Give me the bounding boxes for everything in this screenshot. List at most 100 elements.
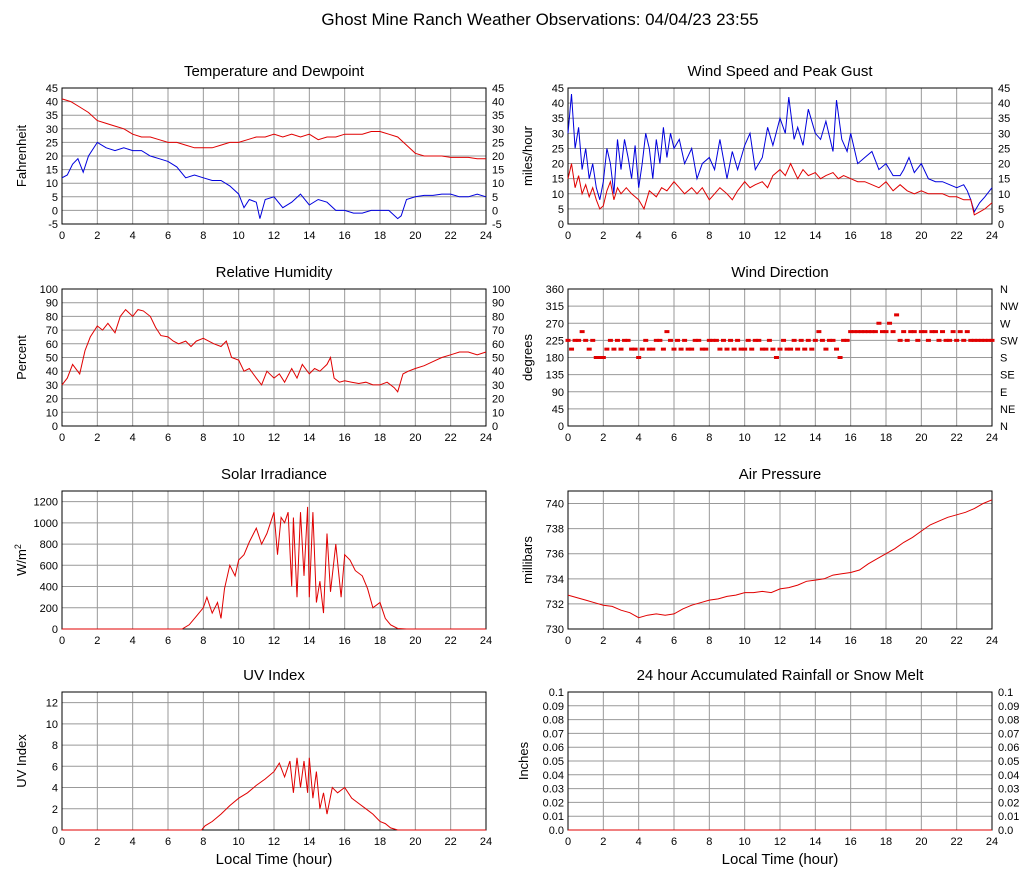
data-point	[848, 330, 854, 334]
data-point	[618, 347, 624, 351]
rain-chart: 0 2 4 6 8 10 12 14 16 18 20 22 240.0 0.00.01 0.010.02 0…	[516, 667, 1019, 868]
data-point	[869, 330, 875, 334]
data-point	[904, 338, 910, 342]
x-tick-label: 12	[774, 836, 786, 848]
y-tick-label: 35	[46, 110, 58, 122]
data-point	[579, 330, 585, 334]
data-point	[985, 338, 991, 342]
data-point	[826, 338, 832, 342]
x-tick-label: 12	[268, 635, 280, 647]
x-tick-label: 4	[636, 635, 642, 647]
data-point	[975, 338, 981, 342]
x-tick-label: 12	[268, 230, 280, 242]
data-point	[713, 338, 719, 342]
data-point	[678, 347, 684, 351]
data-point	[950, 330, 956, 334]
x-tick-label: 16	[339, 635, 351, 647]
x-tick-label: 18	[880, 230, 892, 242]
data-point	[851, 330, 857, 334]
x-tick-label: 0	[59, 635, 65, 647]
x-tick-label: 24	[986, 432, 998, 444]
y-tick-label: 135	[546, 370, 564, 382]
data-point	[894, 313, 900, 317]
y-tick-label-right: -5	[492, 219, 502, 231]
y-tick-label-right: 45	[998, 83, 1010, 95]
data-point	[989, 338, 995, 342]
y-tick-label-right: 0.02	[998, 797, 1019, 809]
y-tick-label: 35	[552, 113, 564, 125]
data-point	[844, 338, 850, 342]
x-tick-label: 2	[600, 230, 606, 242]
x-tick-label: 22	[445, 230, 457, 242]
x-tick-label: 10	[739, 635, 751, 647]
chart-title: UV Index	[243, 667, 305, 684]
y-axis-label: Inches	[516, 741, 531, 780]
data-point	[766, 338, 772, 342]
data-point	[593, 356, 599, 359]
data-point	[600, 356, 606, 359]
data-point	[795, 347, 801, 351]
data-point	[788, 347, 794, 351]
series-line	[61, 308, 487, 393]
y-tick-label: 0	[558, 219, 564, 231]
data-point	[802, 347, 808, 351]
x-tick-label: 4	[636, 432, 642, 444]
data-point	[682, 338, 688, 342]
y-tick-label-right: 10	[492, 178, 504, 190]
x-tick-label: 10	[233, 635, 245, 647]
y-axis-label: Fahrenheit	[14, 125, 29, 188]
data-point	[940, 330, 946, 334]
data-point	[901, 330, 907, 334]
data-point	[590, 338, 596, 342]
y-tick-label-right: 100	[492, 284, 510, 296]
compass-label: N	[1000, 421, 1008, 433]
chart-title: Wind Direction	[731, 264, 829, 281]
y-tick-label-right: 50	[492, 353, 504, 365]
x-tick-label: 14	[303, 836, 315, 848]
data-point	[692, 338, 698, 342]
y-tick-label-right: 0.01	[998, 811, 1019, 823]
y-tick-label-right: 35	[998, 113, 1010, 125]
y-tick-label: 20	[46, 151, 58, 163]
compass-label: NE	[1000, 404, 1015, 416]
y-tick-label: 730	[546, 624, 564, 636]
compass-label: SE	[1000, 370, 1015, 382]
y-tick-label: 360	[546, 284, 564, 296]
data-point	[710, 338, 716, 342]
y-tick-label: 0	[52, 624, 58, 636]
y-tick-label: 10	[552, 189, 564, 201]
x-tick-label: 22	[445, 432, 457, 444]
x-tick-label: 0	[59, 230, 65, 242]
y-tick-label-right: 40	[998, 98, 1010, 110]
compass-label: N	[1000, 284, 1008, 296]
y-tick-label: 5	[52, 192, 58, 204]
y-tick-label: 738	[546, 524, 564, 536]
y-tick-label-right: 0.1	[998, 687, 1013, 699]
x-tick-label: 24	[480, 230, 492, 242]
data-point	[703, 347, 709, 351]
data-point	[745, 338, 751, 342]
x-tick-label: 18	[374, 230, 386, 242]
y-tick-label: 6	[52, 761, 58, 773]
x-tick-label: 24	[480, 836, 492, 848]
data-point	[876, 321, 882, 325]
x-tick-label: 20	[409, 432, 421, 444]
x-tick-label: 6	[671, 836, 677, 848]
y-tick-label: 20	[552, 159, 564, 171]
y-tick-label-right: 5	[492, 192, 498, 204]
y-tick-label-right: 0	[492, 421, 498, 433]
x-tick-label: 24	[986, 230, 998, 242]
y-tick-label: 0.08	[543, 715, 564, 727]
data-point	[699, 347, 705, 351]
x-tick-label: 4	[130, 836, 136, 848]
x-tick-label: 8	[706, 432, 712, 444]
y-tick-label: 80	[46, 311, 58, 323]
x-tick-label: 10	[233, 230, 245, 242]
y-axis-label: millibars	[520, 536, 535, 584]
data-point	[784, 347, 790, 351]
y-tick-label: 0.03	[543, 784, 564, 796]
data-point	[865, 330, 871, 334]
y-tick-label: 0.0	[549, 825, 564, 837]
y-tick-label-right: 20	[492, 394, 504, 406]
y-tick-label: 50	[46, 353, 58, 365]
